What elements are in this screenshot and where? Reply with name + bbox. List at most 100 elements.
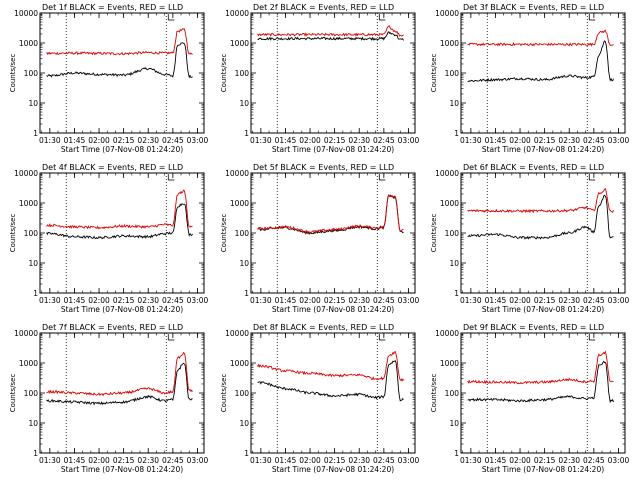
plot-frame	[460, 332, 626, 454]
y-tick-label: 10	[239, 419, 249, 428]
x-tick-label: 01:45	[275, 456, 297, 465]
y-tick-label: 1	[33, 449, 38, 458]
x-axis-label: Start Time (07-Nov-08 01:24:20)	[272, 305, 394, 314]
x-tick-label: 01:45	[64, 296, 86, 305]
x-tick-label: 02:15	[534, 136, 556, 145]
y-tick-label: 1000	[440, 359, 459, 368]
x-tick-label: 02:45	[583, 136, 605, 145]
x-tick-label: 02:15	[324, 296, 346, 305]
y-tick-label: 1	[244, 289, 249, 298]
series-line-events	[46, 203, 193, 240]
series-line-lld	[257, 194, 404, 234]
x-tick-label: 02:30	[558, 456, 580, 465]
y-tick-label: 10	[28, 259, 38, 268]
y-tick-label: 1	[454, 129, 459, 138]
y-axis-label: Counts/sec	[430, 54, 438, 93]
y-tick-label: 10000	[14, 329, 38, 338]
y-tick-label: 100	[445, 69, 460, 78]
x-tick-label: 02:15	[113, 136, 135, 145]
y-tick-label: 10	[239, 259, 249, 268]
y-tick-label: 10000	[435, 169, 459, 178]
y-axis-label: Counts/sec	[9, 374, 17, 413]
chart-panel-6: Det 6f BLACK = Events, RED = LLD 1 10 100 10…	[430, 163, 629, 314]
y-tick-label: 100	[24, 229, 39, 238]
y-tick-label: 10	[449, 99, 459, 108]
series-line-events	[257, 360, 404, 402]
x-tick-label: 02:45	[583, 456, 605, 465]
x-tick-label: 02:30	[348, 456, 370, 465]
series-line-events	[467, 360, 614, 404]
series-line-events	[46, 42, 193, 79]
x-tick-label: 01:45	[485, 136, 507, 145]
x-tick-label: 03:00	[608, 296, 630, 305]
x-tick-label: 02:15	[324, 456, 346, 465]
plot-frame	[250, 172, 416, 294]
y-tick-label: 1	[454, 289, 459, 298]
x-axis-label: Start Time (07-Nov-08 01:24:20)	[61, 145, 183, 154]
x-axis-label: Start Time (07-Nov-08 01:24:20)	[61, 465, 183, 474]
chart-title: Det 1f BLACK = Events, RED = LLD	[42, 3, 183, 12]
x-tick-label: 02:45	[162, 456, 184, 465]
x-tick-label: 01:45	[485, 296, 507, 305]
y-tick-label: 10000	[435, 9, 459, 18]
plot-frame	[250, 12, 416, 134]
x-axis-label: Start Time (07-Nov-08 01:24:20)	[482, 305, 604, 314]
y-tick-label: 1000	[230, 359, 249, 368]
x-axis-label: Start Time (07-Nov-08 01:24:20)	[272, 145, 394, 154]
chart-panel-2: Det 2f BLACK = Events, RED = LLD 1 10 100 10…	[220, 3, 419, 154]
y-tick-label: 10000	[225, 329, 249, 338]
chart-panel-8: Det 8f BLACK = Events, RED = LLD 1 10 100 10…	[220, 323, 419, 474]
y-tick-label: 10000	[435, 329, 459, 338]
y-tick-label: 1	[33, 289, 38, 298]
y-tick-label: 100	[235, 69, 250, 78]
series-line-events	[257, 30, 404, 41]
x-tick-label: 01:30	[250, 136, 272, 145]
x-tick-label: 01:45	[485, 456, 507, 465]
y-tick-label: 10000	[225, 9, 249, 18]
x-tick-label: 02:00	[509, 456, 531, 465]
plot-frame	[250, 332, 416, 454]
chart-title: Det 5f BLACK = Events, RED = LLD	[253, 163, 394, 172]
chart-title: Det 9f BLACK = Events, RED = LLD	[463, 323, 604, 332]
x-tick-label: 02:15	[113, 296, 135, 305]
chart-panel-3: Det 3f BLACK = Events, RED = LLD 1 10 100 10…	[430, 3, 629, 154]
series-line-lld	[46, 351, 193, 397]
x-tick-label: 01:45	[64, 456, 86, 465]
x-tick-label: 03:00	[187, 136, 209, 145]
y-tick-label: 1	[33, 129, 38, 138]
x-tick-label: 02:45	[373, 456, 395, 465]
x-tick-label: 01:30	[250, 296, 272, 305]
y-axis-label: Counts/sec	[9, 214, 17, 253]
series-line-lld	[467, 187, 614, 214]
x-tick-label: 02:30	[137, 456, 159, 465]
y-axis-label: Counts/sec	[430, 374, 438, 413]
series-line-lld	[257, 25, 404, 38]
series-line-lld	[467, 29, 614, 47]
chart-panel-5: Det 5f BLACK = Events, RED = LLD 1 10 100 10…	[220, 163, 419, 314]
y-axis-label: Counts/sec	[220, 214, 228, 253]
y-tick-label: 10	[239, 99, 249, 108]
y-axis-label: Counts/sec	[220, 374, 228, 413]
series-line-lld	[257, 350, 404, 382]
y-tick-label: 1000	[230, 39, 249, 48]
x-tick-label: 01:30	[460, 136, 482, 145]
y-tick-label: 100	[235, 229, 250, 238]
x-tick-label: 03:00	[187, 456, 209, 465]
chart-panel-4: Det 4f BLACK = Events, RED = LLD 1 10 100 10…	[9, 163, 208, 314]
chart-title: Det 7f BLACK = Events, RED = LLD	[42, 323, 183, 332]
x-tick-label: 02:00	[509, 296, 531, 305]
x-tick-label: 01:30	[250, 456, 272, 465]
plot-frame	[460, 172, 626, 294]
y-tick-label: 10000	[14, 169, 38, 178]
x-tick-label: 02:30	[137, 296, 159, 305]
y-tick-label: 10	[28, 419, 38, 428]
x-tick-label: 02:00	[88, 456, 110, 465]
y-tick-label: 1000	[19, 39, 38, 48]
y-tick-label: 1	[244, 449, 249, 458]
y-tick-label: 1	[454, 449, 459, 458]
plot-frame	[39, 172, 205, 294]
x-tick-label: 02:45	[162, 296, 184, 305]
y-tick-label: 100	[445, 389, 460, 398]
chart-panel-9: Det 9f BLACK = Events, RED = LLD 1 10 100 10…	[430, 323, 629, 474]
y-tick-label: 100	[445, 229, 460, 238]
